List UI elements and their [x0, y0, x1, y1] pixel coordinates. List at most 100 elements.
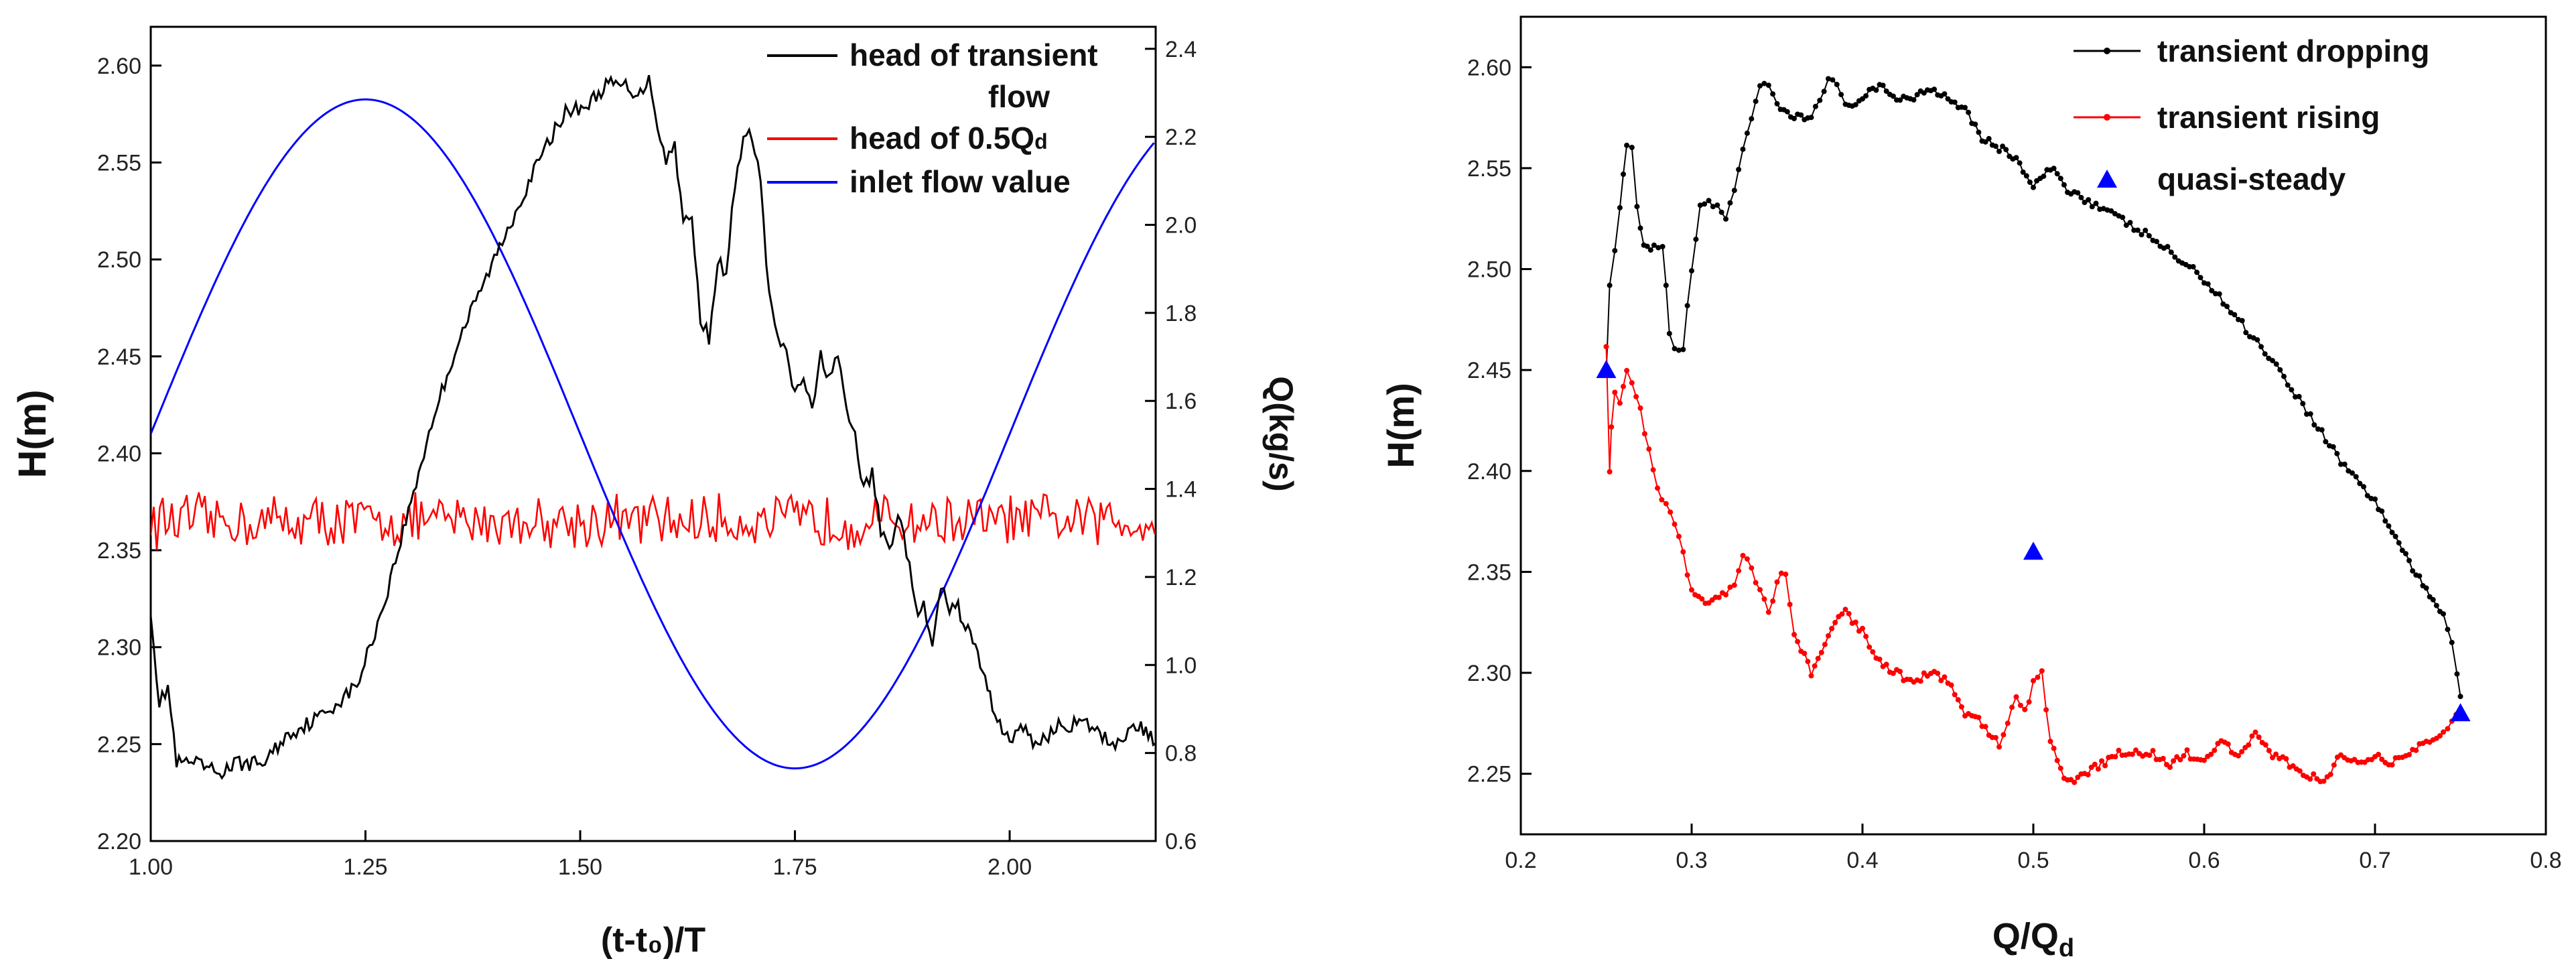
series-transient-dropping-point — [2410, 568, 2416, 574]
series-transient-rising-point — [1659, 497, 1665, 503]
series-transient-rising-point — [1870, 649, 1876, 655]
series-transient-rising-point — [1952, 692, 1958, 698]
series-transient-dropping-point — [1982, 139, 1988, 145]
series-transient-dropping-point — [2054, 171, 2060, 177]
series-transient-dropping-point — [2232, 312, 2238, 318]
series-transient-rising-point — [1783, 571, 1789, 577]
series-transient-rising-point — [1880, 663, 1886, 669]
series-transient-dropping-point — [2389, 529, 2395, 535]
series-transient-dropping-point — [1808, 115, 1814, 121]
series-transient-rising-point — [1736, 568, 1742, 574]
series-transient-dropping-point — [2399, 548, 2405, 554]
x-tick-label: 1.25 — [343, 854, 387, 880]
series-transient-rising-point — [2239, 749, 2245, 755]
series-transient-dropping-point — [1736, 167, 1742, 172]
series-transient-dropping-point — [2342, 461, 2348, 467]
x-tick-label: 0.8 — [2530, 848, 2561, 873]
series-transient-dropping-point — [2086, 197, 2092, 203]
series-transient-rising-point — [2184, 747, 2190, 753]
series-transient-dropping-point — [2454, 671, 2460, 677]
series-transient-rising-point — [1731, 582, 1737, 588]
series-transient-rising-point — [2001, 732, 2007, 738]
x-tick-label: 0.6 — [2188, 848, 2220, 873]
series-transient-dropping-point — [2372, 496, 2378, 502]
series-transient-rising-point — [1617, 400, 1623, 406]
y-tick-label: 2.50 — [1467, 257, 1511, 283]
series-transient-rising-point — [1945, 680, 1951, 686]
series-transient-rising-point — [1692, 592, 1698, 598]
series-transient-dropping-point — [2273, 361, 2279, 367]
series-transient-rising-line — [1605, 346, 2461, 783]
series-area — [1603, 76, 2463, 785]
series-transient-dropping-point — [1744, 130, 1750, 136]
series-transient-dropping-point — [2323, 439, 2329, 445]
legend-label-rising: transient rising — [2157, 100, 2380, 135]
series-transient-rising-point — [2119, 753, 2125, 758]
x-tick-label: 2.00 — [988, 854, 1032, 880]
x-tick-label: 1.00 — [129, 854, 173, 880]
series-transient-dropping-point — [2402, 551, 2409, 557]
y2-tick-label: 0.8 — [1165, 741, 1197, 767]
series-transient-dropping-point — [1612, 248, 1618, 254]
series-transient-rising-point — [1663, 501, 1669, 507]
series-transient-rising-point — [2441, 729, 2446, 735]
y2-tick-label: 2.2 — [1165, 125, 1197, 150]
series-transient-rising-point — [2293, 766, 2299, 772]
series-transient-dropping-point — [1655, 245, 1662, 251]
x-tick-label: 0.3 — [1676, 848, 1707, 873]
series-transient-dropping-point — [2075, 190, 2081, 196]
x-axis-title: (t-t₀)/T — [601, 921, 705, 960]
series-transient-dropping-point — [1731, 188, 1737, 194]
series-transient-rising-point — [1996, 744, 2002, 750]
series-transient-dropping-point — [1647, 247, 1653, 253]
series-transient-rising-point — [2445, 726, 2451, 732]
series-transient-dropping-point — [1765, 82, 1771, 88]
series-transient-dropping-point — [1834, 82, 1840, 88]
series-transient-rising-point — [1778, 570, 1784, 576]
y-tick-label: 2.40 — [1467, 459, 1511, 485]
series-transient-rising-point — [2039, 668, 2045, 674]
series-transient-rising-point — [2026, 699, 2032, 705]
series-transient-dropping-point — [1710, 204, 1716, 210]
series-transient-rising-point — [1719, 590, 1725, 596]
legend-label-inlet: inlet flow value — [850, 164, 1071, 199]
series-transient-rising-point — [2187, 756, 2193, 762]
series-transient-rising-point — [1962, 713, 1968, 719]
series-transient-dropping-point — [2300, 401, 2306, 407]
series-transient-dropping-point — [2154, 239, 2159, 245]
x-tick-label: 0.2 — [1505, 848, 1536, 873]
series-transient-dropping-point — [2020, 169, 2026, 175]
series-transient-dropping-point — [1880, 82, 1886, 88]
series-transient-rising-point — [1822, 641, 1828, 647]
series-transient-rising-point — [1727, 584, 1733, 590]
series-transient-dropping-point — [1680, 346, 1686, 352]
series-transient-dropping-point — [2000, 143, 2006, 149]
series-transient-dropping-point — [1706, 198, 1712, 204]
y2-axis-title: Q(kg/s) — [1262, 376, 1300, 491]
series-transient-dropping-point — [2361, 484, 2366, 490]
series-transient-rising-point — [1740, 553, 1746, 558]
series-transient-rising-point — [1887, 669, 1893, 676]
series-transient-dropping-point — [2134, 227, 2141, 233]
series-transient-dropping-point — [2051, 166, 2057, 172]
series-transient-rising-point — [2277, 755, 2283, 761]
quasi-steady-point — [1596, 360, 1617, 379]
series-transient-rising-point — [1815, 655, 1821, 661]
series-transient-dropping-point — [2220, 301, 2226, 307]
series-transient-dropping-point — [2304, 411, 2309, 417]
series-lines — [151, 74, 1156, 780]
series-transient-rising-point — [1744, 556, 1750, 562]
series-transient-dropping-point — [2003, 147, 2009, 153]
series-transient-dropping-point — [2082, 200, 2088, 206]
series-transient-dropping-point — [2093, 200, 2099, 206]
series-transient-dropping-point — [2449, 639, 2455, 645]
series-transient-rising-point — [2273, 751, 2279, 757]
series-transient-dropping-point — [1761, 80, 1767, 86]
series-transient-dropping-point — [2041, 174, 2047, 180]
legend-label-transient: head of transient — [850, 38, 1098, 72]
series-transient-rising-point — [2205, 753, 2211, 759]
series-transient-dropping-point — [2262, 351, 2268, 357]
series-transient-rising-point — [1863, 633, 1869, 639]
series-transient-dropping-point — [1883, 88, 1889, 94]
series-transient-dropping-point — [1663, 282, 1669, 288]
